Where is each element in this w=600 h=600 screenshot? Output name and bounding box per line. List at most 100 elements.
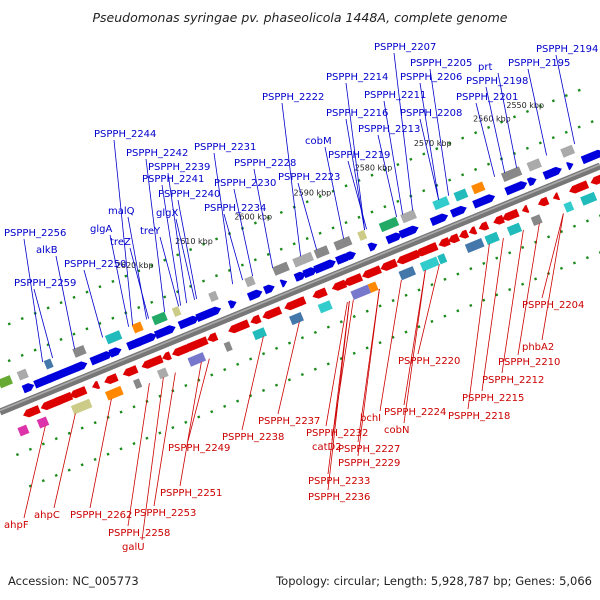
feature-block <box>70 398 93 415</box>
reverse-gene-label: ahpC <box>34 510 60 521</box>
scale-dot <box>266 216 270 220</box>
gene-leader-line <box>357 288 380 457</box>
gene-leader-line <box>33 288 54 359</box>
scale-dot <box>533 277 538 281</box>
feature-block <box>72 344 87 358</box>
gene-leader-line <box>145 158 166 313</box>
scale-dot <box>448 178 452 182</box>
scale-dot <box>300 336 305 340</box>
feature-block <box>471 181 486 195</box>
gene-leader-line <box>153 372 176 507</box>
feature-block <box>317 300 333 314</box>
feature-block <box>560 144 576 158</box>
gene-leader-line <box>127 383 150 527</box>
gene-leader-line <box>297 182 318 250</box>
scale-dot <box>287 378 291 382</box>
scale-dot <box>124 274 128 278</box>
scale-dot <box>409 157 413 161</box>
feature-block <box>104 330 123 345</box>
reverse-gene-arrow <box>228 319 250 334</box>
gene-leader-line <box>281 102 302 257</box>
gene-leader-line <box>541 213 564 299</box>
gene-leader-line <box>517 223 540 356</box>
scale-dot <box>378 304 382 308</box>
forward-gene-label: PSPPH_2195 <box>508 58 570 69</box>
feature-block <box>500 166 523 183</box>
scale-dot <box>300 372 304 377</box>
reverse-gene-arrow <box>141 354 164 369</box>
forward-gene-arrow <box>246 289 263 301</box>
reverse-gene-arrow <box>312 287 328 299</box>
reverse-gene-arrow <box>468 226 478 235</box>
forward-gene-label: PSPPH_2207 <box>374 42 436 53</box>
scale-dot <box>274 346 279 350</box>
reverse-gene-arrow <box>380 258 398 271</box>
scale-dot <box>279 210 283 214</box>
scale-dot <box>279 247 283 251</box>
gene-leader-line <box>417 264 440 355</box>
scale-dot <box>214 274 219 278</box>
scale-dot <box>150 263 154 268</box>
feature-block <box>419 256 440 272</box>
reverse-gene-arrow <box>343 273 364 286</box>
scale-dot <box>318 231 322 235</box>
forward-gene-arrow <box>153 325 176 340</box>
genome-summary: Topology: circular; Length: 5,928,787 bp… <box>276 574 592 588</box>
gene-leader-line <box>213 152 234 285</box>
forward-gene-label: PSPPH_2259 <box>14 278 76 289</box>
gene-leader-line <box>241 336 264 431</box>
scale-dot <box>132 405 136 409</box>
scale-dot <box>236 399 240 403</box>
scale-dot <box>564 130 568 134</box>
scale-dot <box>85 327 89 331</box>
scale-dot <box>585 256 589 260</box>
forward-gene-arrow <box>302 267 317 279</box>
scale-dot <box>396 163 400 167</box>
scale-dot <box>474 167 478 172</box>
feature-block <box>171 306 182 317</box>
scale-dot <box>33 348 37 352</box>
reverse-gene-label: PSPPH_2224 <box>384 407 446 418</box>
forward-gene-label: PSPPH_2222 <box>262 92 324 103</box>
scale-dot <box>521 282 525 286</box>
gene-leader-line <box>233 188 254 277</box>
forward-gene-label: PSPPH_2219 <box>328 150 390 161</box>
scale-dot <box>223 368 227 372</box>
forward-gene-label: PSPPH_2194 <box>536 44 598 55</box>
forward-gene-label: treZ <box>110 237 131 248</box>
scale-dot <box>585 219 589 223</box>
forward-gene-label: PSPPH_2216 <box>326 108 388 119</box>
scale-dot <box>163 295 167 299</box>
feature-block <box>580 191 598 206</box>
scale-dot <box>461 173 465 177</box>
forward-gene-arrow <box>346 251 357 261</box>
scale-dot <box>274 383 279 387</box>
reverse-gene-arrow <box>69 386 88 399</box>
scale-dot <box>344 184 348 188</box>
gene-leader-line <box>467 243 490 410</box>
reverse-gene-label: cobN <box>384 425 409 436</box>
reverse-gene-arrow <box>512 209 520 217</box>
reverse-gene-arrow <box>262 306 283 320</box>
scale-dot <box>184 420 188 424</box>
forward-gene-label: PSPPH_2231 <box>194 142 256 153</box>
reverse-gene-arrow <box>537 196 550 207</box>
reverse-gene-arrow <box>52 391 74 406</box>
reverse-gene-arrow <box>521 204 530 213</box>
scale-dot <box>20 353 24 357</box>
genome-backbone <box>0 162 600 416</box>
scale-dot <box>119 447 123 451</box>
scale-dot <box>456 272 460 276</box>
gene-leader-line <box>377 134 398 218</box>
reverse-gene-label: PSPPH_2227 <box>338 444 400 455</box>
forward-gene-label: PSPPH_2208 <box>400 108 462 119</box>
scale-dot <box>482 298 486 302</box>
scale-dot <box>223 404 227 408</box>
forward-gene-arrow <box>279 279 288 288</box>
scale-dot <box>59 301 63 305</box>
scale-dot <box>378 341 382 345</box>
forward-gene-label: PSPPH_2198 <box>466 76 528 87</box>
scale-dot <box>512 115 517 119</box>
gene-leader-line <box>187 358 210 442</box>
reverse-gene-label: PSPPH_2258 <box>108 528 170 539</box>
